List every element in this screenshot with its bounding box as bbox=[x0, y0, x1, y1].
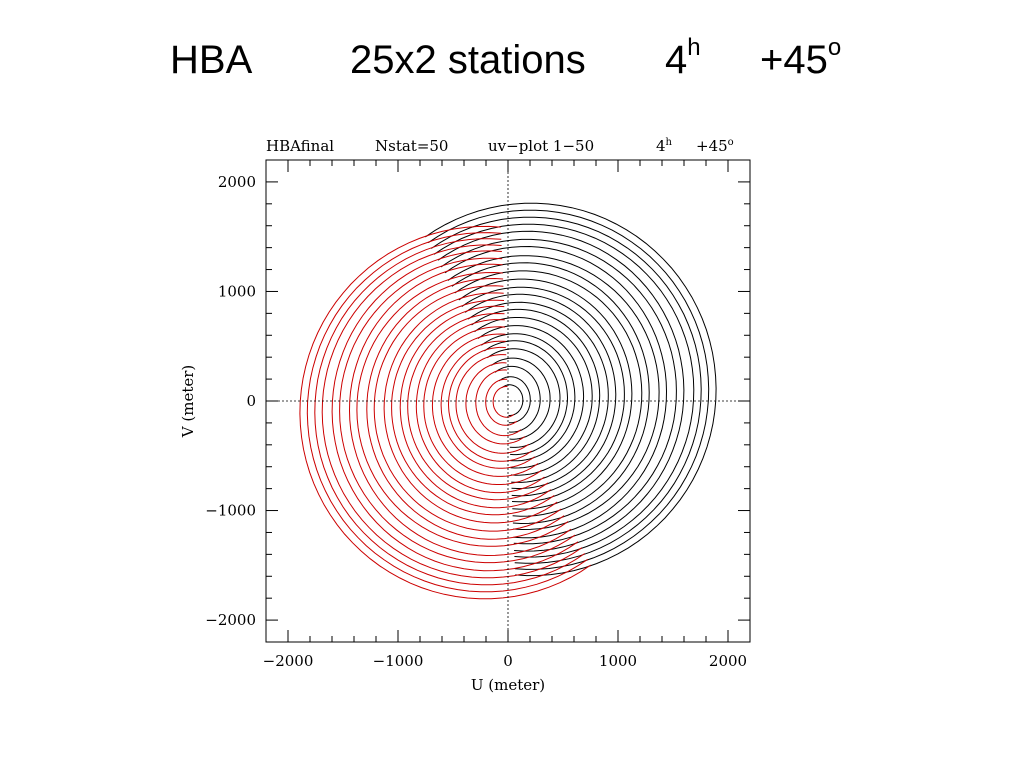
y-tick-label: 0 bbox=[246, 392, 256, 410]
black-uv-track-1 bbox=[498, 376, 531, 424]
red-uv-track-18 bbox=[339, 257, 576, 564]
red-uv-track-5 bbox=[447, 346, 532, 462]
red-uv-track-8 bbox=[423, 326, 542, 485]
black-uv-track-7 bbox=[477, 325, 585, 469]
red-uv-track-17 bbox=[348, 263, 572, 557]
black-uv-track-23 bbox=[425, 202, 717, 577]
y-tick-labels: −2000 −1000 0 1000 2000 bbox=[205, 173, 256, 629]
red-uv-track-4 bbox=[455, 354, 529, 454]
zero-lines bbox=[266, 160, 750, 642]
black-uv-track-20 bbox=[433, 223, 695, 558]
plot-header-nstat: Nstat=50 bbox=[375, 137, 448, 155]
red-uv-track-6 bbox=[440, 340, 535, 469]
red-uv-track-1 bbox=[485, 378, 518, 426]
title-hour-sup: h bbox=[687, 34, 701, 61]
axis-ticks bbox=[266, 160, 750, 642]
black-uv-track-18 bbox=[440, 238, 677, 545]
title-dec-sup: o bbox=[827, 34, 842, 61]
black-uv-track-13 bbox=[458, 278, 633, 510]
black-uv-track-8 bbox=[474, 317, 593, 476]
black-uv-track-9 bbox=[471, 308, 601, 483]
black-uv-track-2 bbox=[494, 365, 541, 433]
red-uv-track-14 bbox=[373, 285, 562, 532]
x-tick-label: −1000 bbox=[373, 652, 424, 670]
red-uv-track-10 bbox=[407, 312, 549, 501]
y-axis-label: V (meter) bbox=[179, 365, 197, 438]
title-declination: +45o bbox=[760, 34, 841, 83]
x-tick-label: 1000 bbox=[599, 652, 637, 670]
red-uv-track-13 bbox=[383, 292, 558, 524]
black-uv-track-16 bbox=[447, 255, 660, 531]
black-uv-track-5 bbox=[484, 340, 569, 456]
title-hour-angle: 4h bbox=[665, 34, 701, 83]
x-axis-label: U (meter) bbox=[471, 676, 545, 694]
red-uv-track-0 bbox=[492, 386, 515, 418]
black-uv-track-19 bbox=[437, 230, 685, 552]
red-uv-track-9 bbox=[415, 319, 545, 494]
y-tick-label: 2000 bbox=[218, 173, 256, 191]
black-uv-track-4 bbox=[487, 348, 561, 448]
black-uv-track-17 bbox=[444, 245, 668, 539]
plot-header-name: HBAfinal bbox=[266, 137, 334, 155]
black-uv-track-10 bbox=[467, 301, 609, 490]
red-uv-track-15 bbox=[366, 277, 565, 540]
plot-header-hours-value: 4 bbox=[656, 137, 666, 155]
x-tick-label: 0 bbox=[503, 652, 513, 670]
red-uv-track-21 bbox=[314, 238, 586, 586]
y-tick-label: −2000 bbox=[205, 611, 256, 629]
black-uv-track-0 bbox=[501, 384, 524, 416]
x-tick-labels: −2000 −1000 0 1000 2000 bbox=[263, 652, 747, 670]
black-uv-track-21 bbox=[430, 216, 702, 564]
red-uv-track-19 bbox=[331, 250, 579, 572]
red-uv-track-3 bbox=[465, 362, 525, 445]
black-uv-track-6 bbox=[481, 333, 576, 462]
plot-header-dec-sup: o bbox=[728, 137, 734, 148]
red-uv-track-11 bbox=[399, 305, 552, 509]
plot-header-desc: uv−plot 1−50 bbox=[488, 137, 594, 155]
x-tick-label: −2000 bbox=[263, 652, 314, 670]
x-tick-label: 2000 bbox=[709, 652, 747, 670]
red-uv-track-12 bbox=[391, 299, 555, 516]
red-uv-track-7 bbox=[431, 333, 539, 477]
plot-header-hours-sup: h bbox=[666, 137, 673, 148]
y-tick-label: −1000 bbox=[205, 502, 256, 520]
plot-header-dec-value: +45 bbox=[696, 137, 728, 155]
red-uv-track-22 bbox=[306, 232, 589, 593]
plot-header-hours: 4h bbox=[656, 137, 673, 155]
black-uv-track-12 bbox=[461, 286, 625, 503]
title-dec-value: +45 bbox=[760, 38, 828, 82]
black-uv-track-3 bbox=[491, 357, 551, 440]
title-array: HBA bbox=[170, 38, 253, 82]
title-hour-value: 4 bbox=[665, 38, 688, 82]
title-stations: 25x2 stations bbox=[350, 38, 586, 82]
red-uv-track-20 bbox=[321, 244, 583, 579]
black-uv-track-11 bbox=[464, 293, 617, 497]
y-tick-label: 1000 bbox=[218, 282, 256, 300]
red-uv-track-2 bbox=[475, 369, 522, 437]
black-uv-track-15 bbox=[451, 262, 650, 525]
black-uv-track-22 bbox=[427, 209, 710, 570]
black-uv-track-14 bbox=[454, 270, 643, 517]
uv-tracks-group bbox=[299, 202, 717, 600]
plot-header-dec: +45o bbox=[696, 137, 734, 155]
slide-title: HBA 25x2 stations 4h +45o bbox=[0, 34, 1024, 98]
red-uv-track-23 bbox=[299, 225, 591, 600]
red-uv-track-16 bbox=[356, 271, 569, 547]
